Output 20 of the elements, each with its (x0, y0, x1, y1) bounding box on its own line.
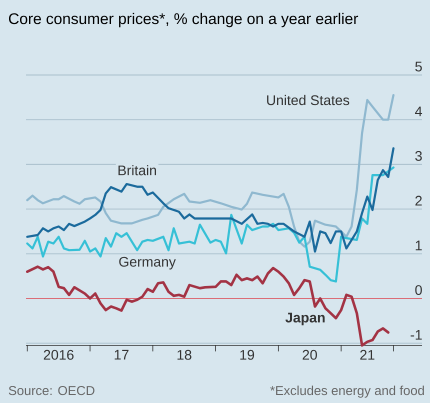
y-tick-label: 5 (415, 62, 422, 72)
series-label: United States (267, 94, 350, 106)
x-tick-label: 21 (360, 350, 374, 360)
text: *Excludes energy and food (270, 386, 424, 398)
y-tick-label: 4 (415, 106, 422, 116)
y-tick-label: 1 (416, 240, 422, 250)
y-tick-label: 3 (415, 150, 422, 161)
source-note: Source: OECD (8, 386, 94, 396)
y-tick-label: 2 (415, 196, 422, 206)
x-tick-label: 20 (302, 350, 317, 360)
x-tick-label: 19 (240, 350, 254, 360)
series-label: Britain (118, 165, 156, 176)
x-tick-label: 17 (114, 350, 128, 360)
x-tick-label: 2016 (44, 350, 74, 360)
series-label: Germany (119, 256, 176, 270)
y-tick-label: -1 (410, 330, 422, 340)
x-tick-label: 18 (178, 350, 192, 360)
chart-title: Core consumer prices*, % change on a year earlier (8, 12, 358, 28)
series-label: Japan (285, 312, 325, 326)
y-tick-label: 0 (415, 285, 422, 295)
